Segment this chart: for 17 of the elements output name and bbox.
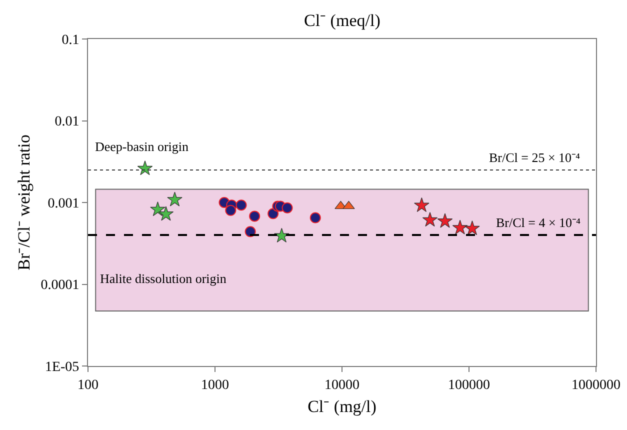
annotation: Br/Cl = 4 × 10⁻⁴ <box>496 215 582 230</box>
y-tick-label: 0.001 <box>48 196 80 212</box>
x-tick-label: 1000 <box>201 378 229 393</box>
band-label: Halite dissolution origin <box>100 271 227 286</box>
y-axis-title: Br⁻/Cl⁻ weight ratio <box>14 134 34 270</box>
x-tick-label: 1000000 <box>572 378 620 393</box>
y-tick-label: 0.0001 <box>40 278 80 294</box>
x-tick-label: 100 <box>78 378 98 393</box>
annotation: Br/Cl = 25 × 10⁻⁴ <box>489 150 581 165</box>
y-tick-label: 0.1 <box>62 32 80 48</box>
y-tick-label: 0.01 <box>54 114 80 130</box>
x2-axis-title: Cl⁻ (meq/l) <box>304 11 380 30</box>
x-tick-label: 100000 <box>448 378 490 393</box>
x-tick-label: 10000 <box>324 378 360 393</box>
x-axis-title: Cl⁻ (mg/l) <box>308 397 376 416</box>
y-tick-label: 1E-05 <box>44 360 80 375</box>
annotation: Deep-basin origin <box>95 139 189 154</box>
